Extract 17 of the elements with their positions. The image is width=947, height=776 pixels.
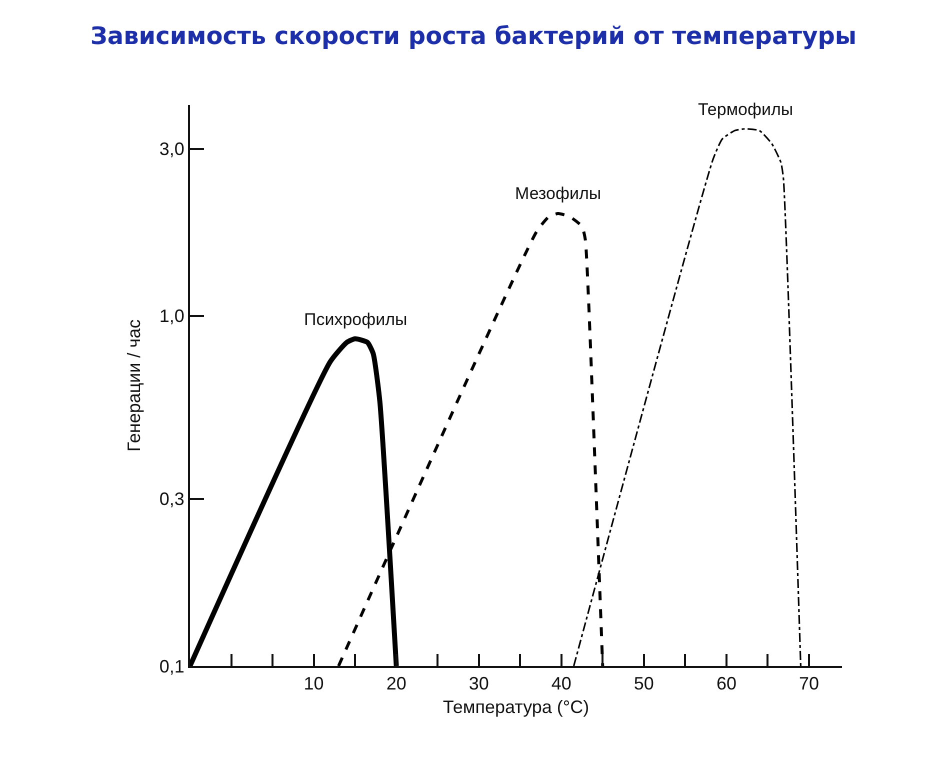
series-label: Психрофилы <box>304 310 408 329</box>
x-tick-label: 30 <box>468 674 489 694</box>
x-tick-label: 70 <box>798 674 820 694</box>
series-label: Мезофилы <box>515 184 602 203</box>
x-axis-title: Температура (°C) <box>442 697 590 718</box>
x-tick-label: 60 <box>716 674 736 694</box>
y-tick-label: 3,0 <box>159 139 184 160</box>
chart-title: Зависимость скорости роста бактерий от температуры <box>90 22 857 50</box>
y-axis-title: Генерации / час <box>124 319 144 452</box>
x-tick-label: 50 <box>634 674 654 694</box>
y-tick-label: 0,1 <box>159 656 184 676</box>
x-tick-label: 40 <box>551 674 572 694</box>
y-tick-label: 0,3 <box>159 489 184 510</box>
y-tick-label: 1,0 <box>159 306 184 326</box>
x-tick-label: 20 <box>386 674 406 694</box>
series-label: Термофилы <box>698 100 794 119</box>
x-tick-label: 10 <box>304 674 324 694</box>
